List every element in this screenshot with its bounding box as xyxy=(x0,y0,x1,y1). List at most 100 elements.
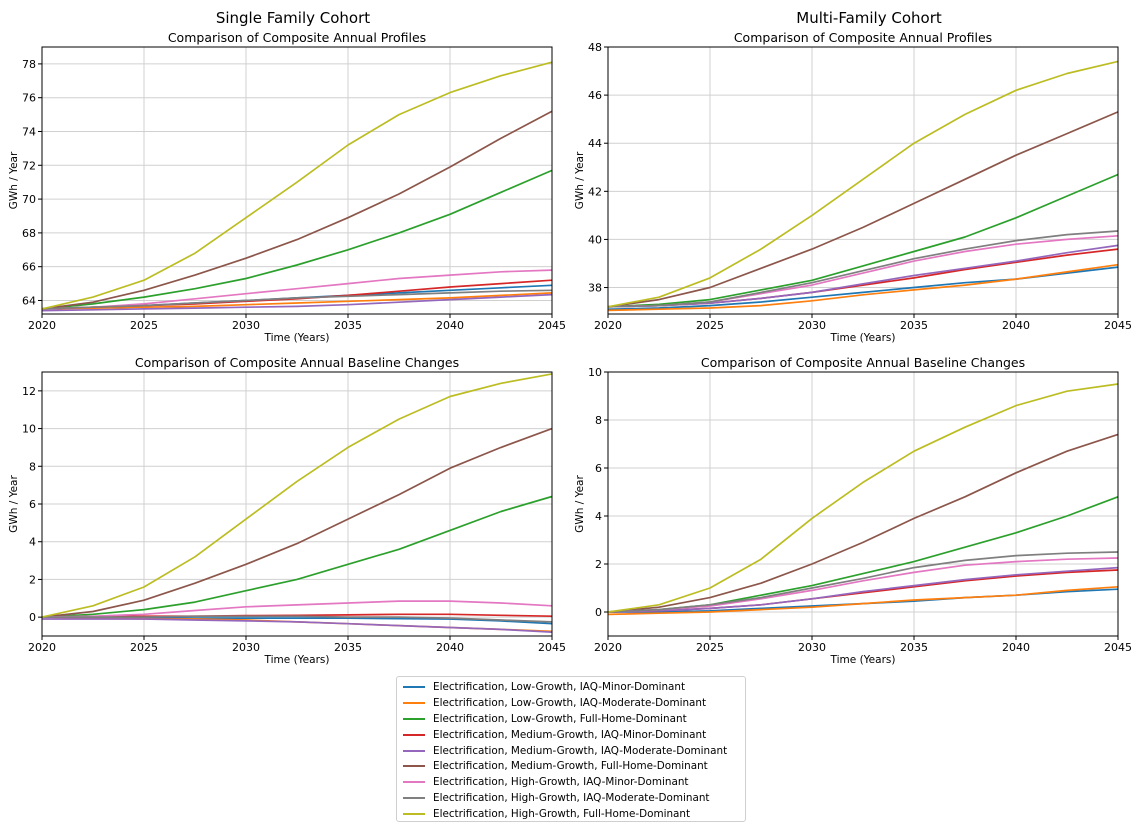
legend-label: Electrification, Low-Growth, IAQ-Minor-D… xyxy=(433,680,686,693)
y-tick-label: 46 xyxy=(588,89,602,102)
chart-title: Comparison of Composite Annual Profiles xyxy=(168,30,426,45)
x-tick-label: 2030 xyxy=(798,319,826,332)
x-tick-label: 2040 xyxy=(1002,641,1030,654)
series-line-5 xyxy=(41,427,553,618)
plot-frame xyxy=(41,46,553,315)
legend-swatch xyxy=(403,717,425,720)
series-line-1 xyxy=(607,263,1119,312)
legend-entry: Electrification, Medium-Growth, IAQ-Mode… xyxy=(403,743,745,759)
y-tick-label: 66 xyxy=(22,261,36,274)
series-line-8 xyxy=(41,373,553,618)
y-tick-label: 64 xyxy=(22,294,36,307)
y-tick-label: 68 xyxy=(22,227,36,240)
y-tick-label: 72 xyxy=(22,159,36,172)
x-tick-label: 2030 xyxy=(232,641,260,654)
x-tick-label: 2025 xyxy=(696,641,724,654)
chart-panel-2: 2020 2025 2030 2035 2040 2045 0 2 4 6 8 10 12 Compari… xyxy=(8,355,566,666)
series-line-6 xyxy=(41,269,553,310)
y-tick-label: 8 xyxy=(29,460,36,473)
legend-label: Electrification, High-Growth, Full-Home-… xyxy=(433,808,691,821)
y-axis-label: GWh / Year xyxy=(574,475,586,533)
x-tick-label: 2045 xyxy=(538,641,566,654)
x-tick-label: 2020 xyxy=(594,641,622,654)
legend-swatch xyxy=(403,781,425,784)
y-tick-label: 76 xyxy=(22,92,36,105)
series-line-5 xyxy=(607,433,1119,613)
y-tick-label: 44 xyxy=(588,137,602,150)
y-tick-label: 2 xyxy=(595,558,602,571)
legend-swatch xyxy=(403,813,425,816)
series-line-5 xyxy=(607,111,1119,308)
series-line-7 xyxy=(41,289,553,310)
legend-swatch xyxy=(403,765,425,768)
chart-title: Comparison of Composite Annual Baseline … xyxy=(135,355,459,370)
legend-swatch xyxy=(403,701,425,704)
chart-panel-1: 2020 2025 2030 2035 2040 2045 38 40 42 44 46 48 Comp… xyxy=(574,30,1132,344)
y-tick-label: 70 xyxy=(22,193,36,206)
legend-entry: Electrification, Low-Growth, IAQ-Minor-D… xyxy=(403,679,745,695)
y-tick-label: 4 xyxy=(29,536,36,549)
y-tick-label: 2 xyxy=(29,573,36,586)
legend-entry: Electrification, High-Growth, IAQ-Modera… xyxy=(403,790,745,806)
x-tick-label: 2025 xyxy=(130,319,158,332)
x-tick-label: 2025 xyxy=(130,641,158,654)
series-line-1 xyxy=(41,292,553,310)
x-tick-label: 2035 xyxy=(334,319,362,332)
legend-label: Electrification, High-Growth, IAQ-Modera… xyxy=(433,792,710,805)
y-tick-label: 4 xyxy=(595,510,602,523)
x-tick-label: 2040 xyxy=(436,641,464,654)
x-axis-label: Time (Years) xyxy=(830,332,896,344)
legend-entry: Electrification, Low-Growth, Full-Home-D… xyxy=(403,711,745,727)
x-axis-label: Time (Years) xyxy=(264,654,330,666)
x-tick-label: 2035 xyxy=(334,641,362,654)
x-tick-label: 2020 xyxy=(28,641,56,654)
x-tick-label: 2045 xyxy=(1104,641,1132,654)
y-tick-label: 8 xyxy=(595,414,602,427)
y-tick-label: 0 xyxy=(595,606,602,619)
series-line-2 xyxy=(607,173,1119,308)
series-line-1 xyxy=(607,585,1119,616)
y-tick-label: 38 xyxy=(588,282,602,295)
chart-title: Comparison of Composite Annual Profiles xyxy=(734,30,992,45)
y-tick-label: 74 xyxy=(22,125,36,138)
y-tick-label: 78 xyxy=(22,58,36,71)
series-line-4 xyxy=(607,566,1119,613)
y-tick-label: 0 xyxy=(29,611,36,624)
series-line-4 xyxy=(41,293,553,312)
x-axis-label: Time (Years) xyxy=(264,332,330,344)
y-tick-label: 42 xyxy=(588,185,602,198)
series-line-7 xyxy=(42,615,553,623)
x-tick-label: 2020 xyxy=(594,319,622,332)
x-axis-label: Time (Years) xyxy=(830,654,896,666)
legend: Electrification, Low-Growth, IAQ-Minor-D… xyxy=(396,676,746,822)
series-line-8 xyxy=(607,60,1119,308)
chart-panel-0: 2020 2025 2030 2035 2040 2045 64 66 68 70 72 74 76 78… xyxy=(8,30,566,344)
y-tick-label: 10 xyxy=(588,366,602,379)
x-tick-label: 2035 xyxy=(900,641,928,654)
legend-label: Electrification, Medium-Growth, IAQ-Mode… xyxy=(433,744,728,757)
series-line-2 xyxy=(41,169,553,310)
legend-entry: Electrification, Medium-Growth, IAQ-Mino… xyxy=(403,727,745,743)
plot-frame xyxy=(607,46,1119,315)
legend-label: Electrification, Low-Growth, IAQ-Moderat… xyxy=(433,696,707,709)
y-tick-label: 6 xyxy=(595,462,602,475)
series-line-2 xyxy=(41,495,553,618)
legend-entry: Electrification, Low-Growth, IAQ-Moderat… xyxy=(403,695,745,711)
plot-frame xyxy=(607,371,1119,637)
series-line-3 xyxy=(41,279,553,310)
multi-family-cohort-title: Multi-Family Cohort xyxy=(796,9,942,27)
chart-title: Comparison of Composite Annual Baseline … xyxy=(701,355,1025,370)
legend-swatch xyxy=(403,749,425,752)
series-line-8 xyxy=(607,383,1119,613)
single-family-cohort-title: Single Family Cohort xyxy=(215,9,371,27)
x-tick-label: 2030 xyxy=(798,641,826,654)
y-tick-label: 10 xyxy=(22,423,36,436)
legend-label: Electrification, Medium-Growth, Full-Hom… xyxy=(433,760,708,773)
series-line-4 xyxy=(42,618,553,634)
x-tick-label: 2045 xyxy=(538,319,566,332)
series-line-7 xyxy=(607,551,1119,613)
series-line-7 xyxy=(607,230,1119,308)
legend-label: Electrification, Low-Growth, Full-Home-D… xyxy=(433,712,687,725)
x-tick-label: 2020 xyxy=(28,319,56,332)
legend-entry: Electrification, High-Growth, Full-Home-… xyxy=(403,806,745,822)
